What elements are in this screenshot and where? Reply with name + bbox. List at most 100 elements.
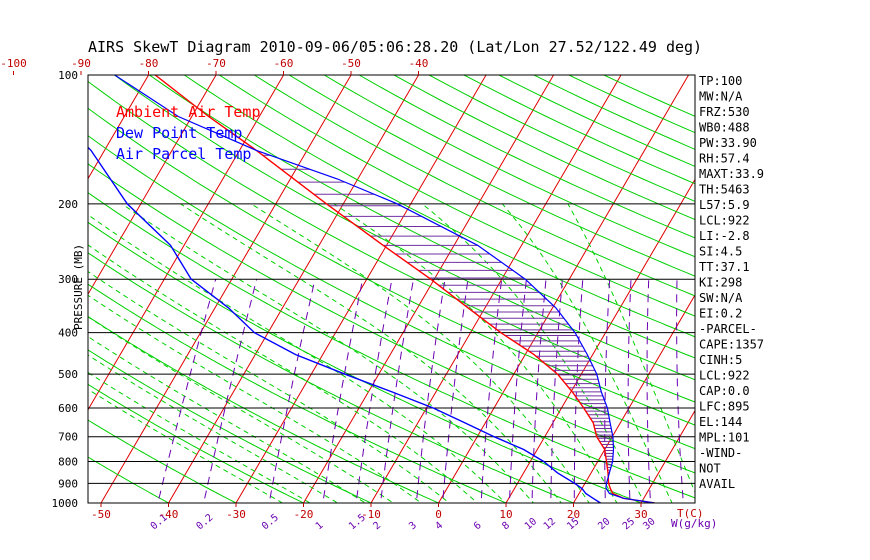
mixing-ratio-unit-label: W(g/kg) xyxy=(671,517,717,530)
mixing-ratio-line xyxy=(627,279,632,503)
index-label: MAXT:33.9 xyxy=(699,167,764,181)
dry-adiabat-line xyxy=(88,456,170,503)
mixing-ratio-line xyxy=(550,279,563,503)
mixing-ratio-tick-label: 6 xyxy=(472,520,484,532)
index-label: AVAIL xyxy=(699,477,735,491)
dry-adiabat-line xyxy=(88,252,575,503)
mixing-ratio-line xyxy=(355,279,393,503)
pressure-tick-label: 300 xyxy=(58,273,78,286)
dew-point-temp-line xyxy=(88,146,601,503)
index-label: LCL:922 xyxy=(699,214,750,228)
mixing-ratio-tick-label: 12 xyxy=(542,516,558,532)
pressure-tick-label: 100 xyxy=(58,69,78,82)
index-label: L57:5.9 xyxy=(699,198,750,212)
top-temp-tick-label: -70 xyxy=(206,57,226,70)
index-label: CAP:0.0 xyxy=(699,384,750,398)
dry-adiabat-line xyxy=(148,75,695,359)
index-label: TH:5463 xyxy=(699,183,750,197)
pressure-tick-label: 700 xyxy=(58,431,78,444)
dry-adiabat-line xyxy=(88,419,238,503)
moist-adiabat-line xyxy=(250,203,590,503)
top-temp-tick-label: -50 xyxy=(341,57,361,70)
plot-frame xyxy=(87,74,696,504)
moist-adiabat-line xyxy=(501,203,673,503)
pressure-tick-label: 600 xyxy=(58,402,78,415)
mixing-ratio-line xyxy=(268,279,316,503)
mixing-ratio-line xyxy=(157,279,217,503)
moist-adiabat-line xyxy=(88,354,339,503)
index-label: SW:N/A xyxy=(699,291,743,305)
isotherm-line xyxy=(302,75,555,503)
top-temp-tick-label: -40 xyxy=(409,57,429,70)
dry-adiabat-line xyxy=(88,107,695,426)
dry-adiabat-line xyxy=(88,221,643,503)
index-label: RH:57.4 xyxy=(699,152,750,166)
moist-adiabat-line xyxy=(88,336,367,503)
isotherm-line xyxy=(100,75,352,503)
x-axis-label: T(C) xyxy=(677,507,704,520)
dry-adiabat-line xyxy=(113,75,695,381)
moist-adiabat-line xyxy=(180,203,562,503)
index-label: TP:100 xyxy=(699,74,742,88)
mixing-ratio-line xyxy=(508,279,527,503)
index-label: TT:37.1 xyxy=(699,260,750,274)
pressure-tick-label: 400 xyxy=(58,327,78,340)
index-label: EI:0.2 xyxy=(699,307,742,321)
pressure-tick-label: 900 xyxy=(58,477,78,490)
index-label: LCL:922 xyxy=(699,369,750,383)
index-label: NOT xyxy=(699,462,721,476)
top-temp-tick-label: -60 xyxy=(274,57,294,70)
mixing-ratio-tick-label: 4 xyxy=(434,520,446,532)
pressure-tick-label: 500 xyxy=(58,368,78,381)
moist-adiabat-line xyxy=(88,316,395,503)
isotherm-line xyxy=(88,75,217,296)
isotherm-line xyxy=(572,294,695,503)
mixing-ratio-tick-label: 8 xyxy=(500,520,512,532)
isotherm-line xyxy=(771,66,870,513)
mixing-ratio-line xyxy=(415,279,446,503)
y-axis-label: PRESSURE (MB) xyxy=(72,244,85,330)
top-temp-tick-label: -80 xyxy=(139,57,159,70)
dry-adiabat-line xyxy=(323,75,695,258)
isotherm-line xyxy=(640,409,695,503)
index-label: SI:4.5 xyxy=(699,245,742,259)
top-temp-tick-label: -100 xyxy=(0,57,27,70)
index-label: KI:298 xyxy=(699,276,742,290)
index-label: EL:144 xyxy=(699,415,742,429)
dry-adiabat-line xyxy=(88,383,305,503)
mixing-ratio-line xyxy=(604,279,611,503)
mixing-ratio-line xyxy=(442,279,469,503)
legend: Ambient Air Temp Dew Point Temp Air Parc… xyxy=(116,103,261,163)
dry-adiabat-line xyxy=(253,75,695,297)
pressure-tick-label: 800 xyxy=(58,456,78,469)
dry-adiabat-line xyxy=(428,75,695,202)
isotherm-line xyxy=(167,75,420,503)
mixing-ratio-line xyxy=(676,279,684,503)
moist-adiabat-line xyxy=(88,294,422,503)
legend-ambient-air-temp: Ambient Air Temp xyxy=(116,103,261,121)
bottom-temp-tick-label: -40 xyxy=(159,508,179,521)
isotherm-line xyxy=(88,75,150,180)
index-label: CINH:5 xyxy=(699,353,742,367)
index-label: LI:-2.8 xyxy=(699,229,750,243)
index-label: MW:N/A xyxy=(699,90,743,104)
mixing-ratio-line xyxy=(203,279,258,503)
moist-adiabat-line xyxy=(121,203,535,503)
index-label: FRZ:530 xyxy=(699,105,750,119)
moist-adiabat-line xyxy=(88,371,311,503)
mixing-ratio-line xyxy=(322,279,364,503)
dry-adiabat-line xyxy=(218,75,695,317)
bottom-temp-tick-label: -50 xyxy=(91,508,111,521)
mixing-ratio-line xyxy=(380,279,414,503)
dry-adiabat-line xyxy=(88,80,695,403)
mixing-ratio-tick-label: 0.2 xyxy=(195,512,216,532)
moist-adiabat-line xyxy=(88,214,507,503)
dry-adiabat-line xyxy=(288,75,695,277)
ambient-air-temp-line xyxy=(154,75,655,503)
dry-adiabat-line xyxy=(462,75,695,185)
bottom-temp-tick-label: -20 xyxy=(294,508,314,521)
index-label: PW:33.90 xyxy=(699,136,757,150)
bottom-temp-tick-label: 20 xyxy=(567,508,580,521)
bottom-temp-tick-label: 0 xyxy=(435,508,442,521)
pressure-tick-label: 1000 xyxy=(52,497,79,510)
